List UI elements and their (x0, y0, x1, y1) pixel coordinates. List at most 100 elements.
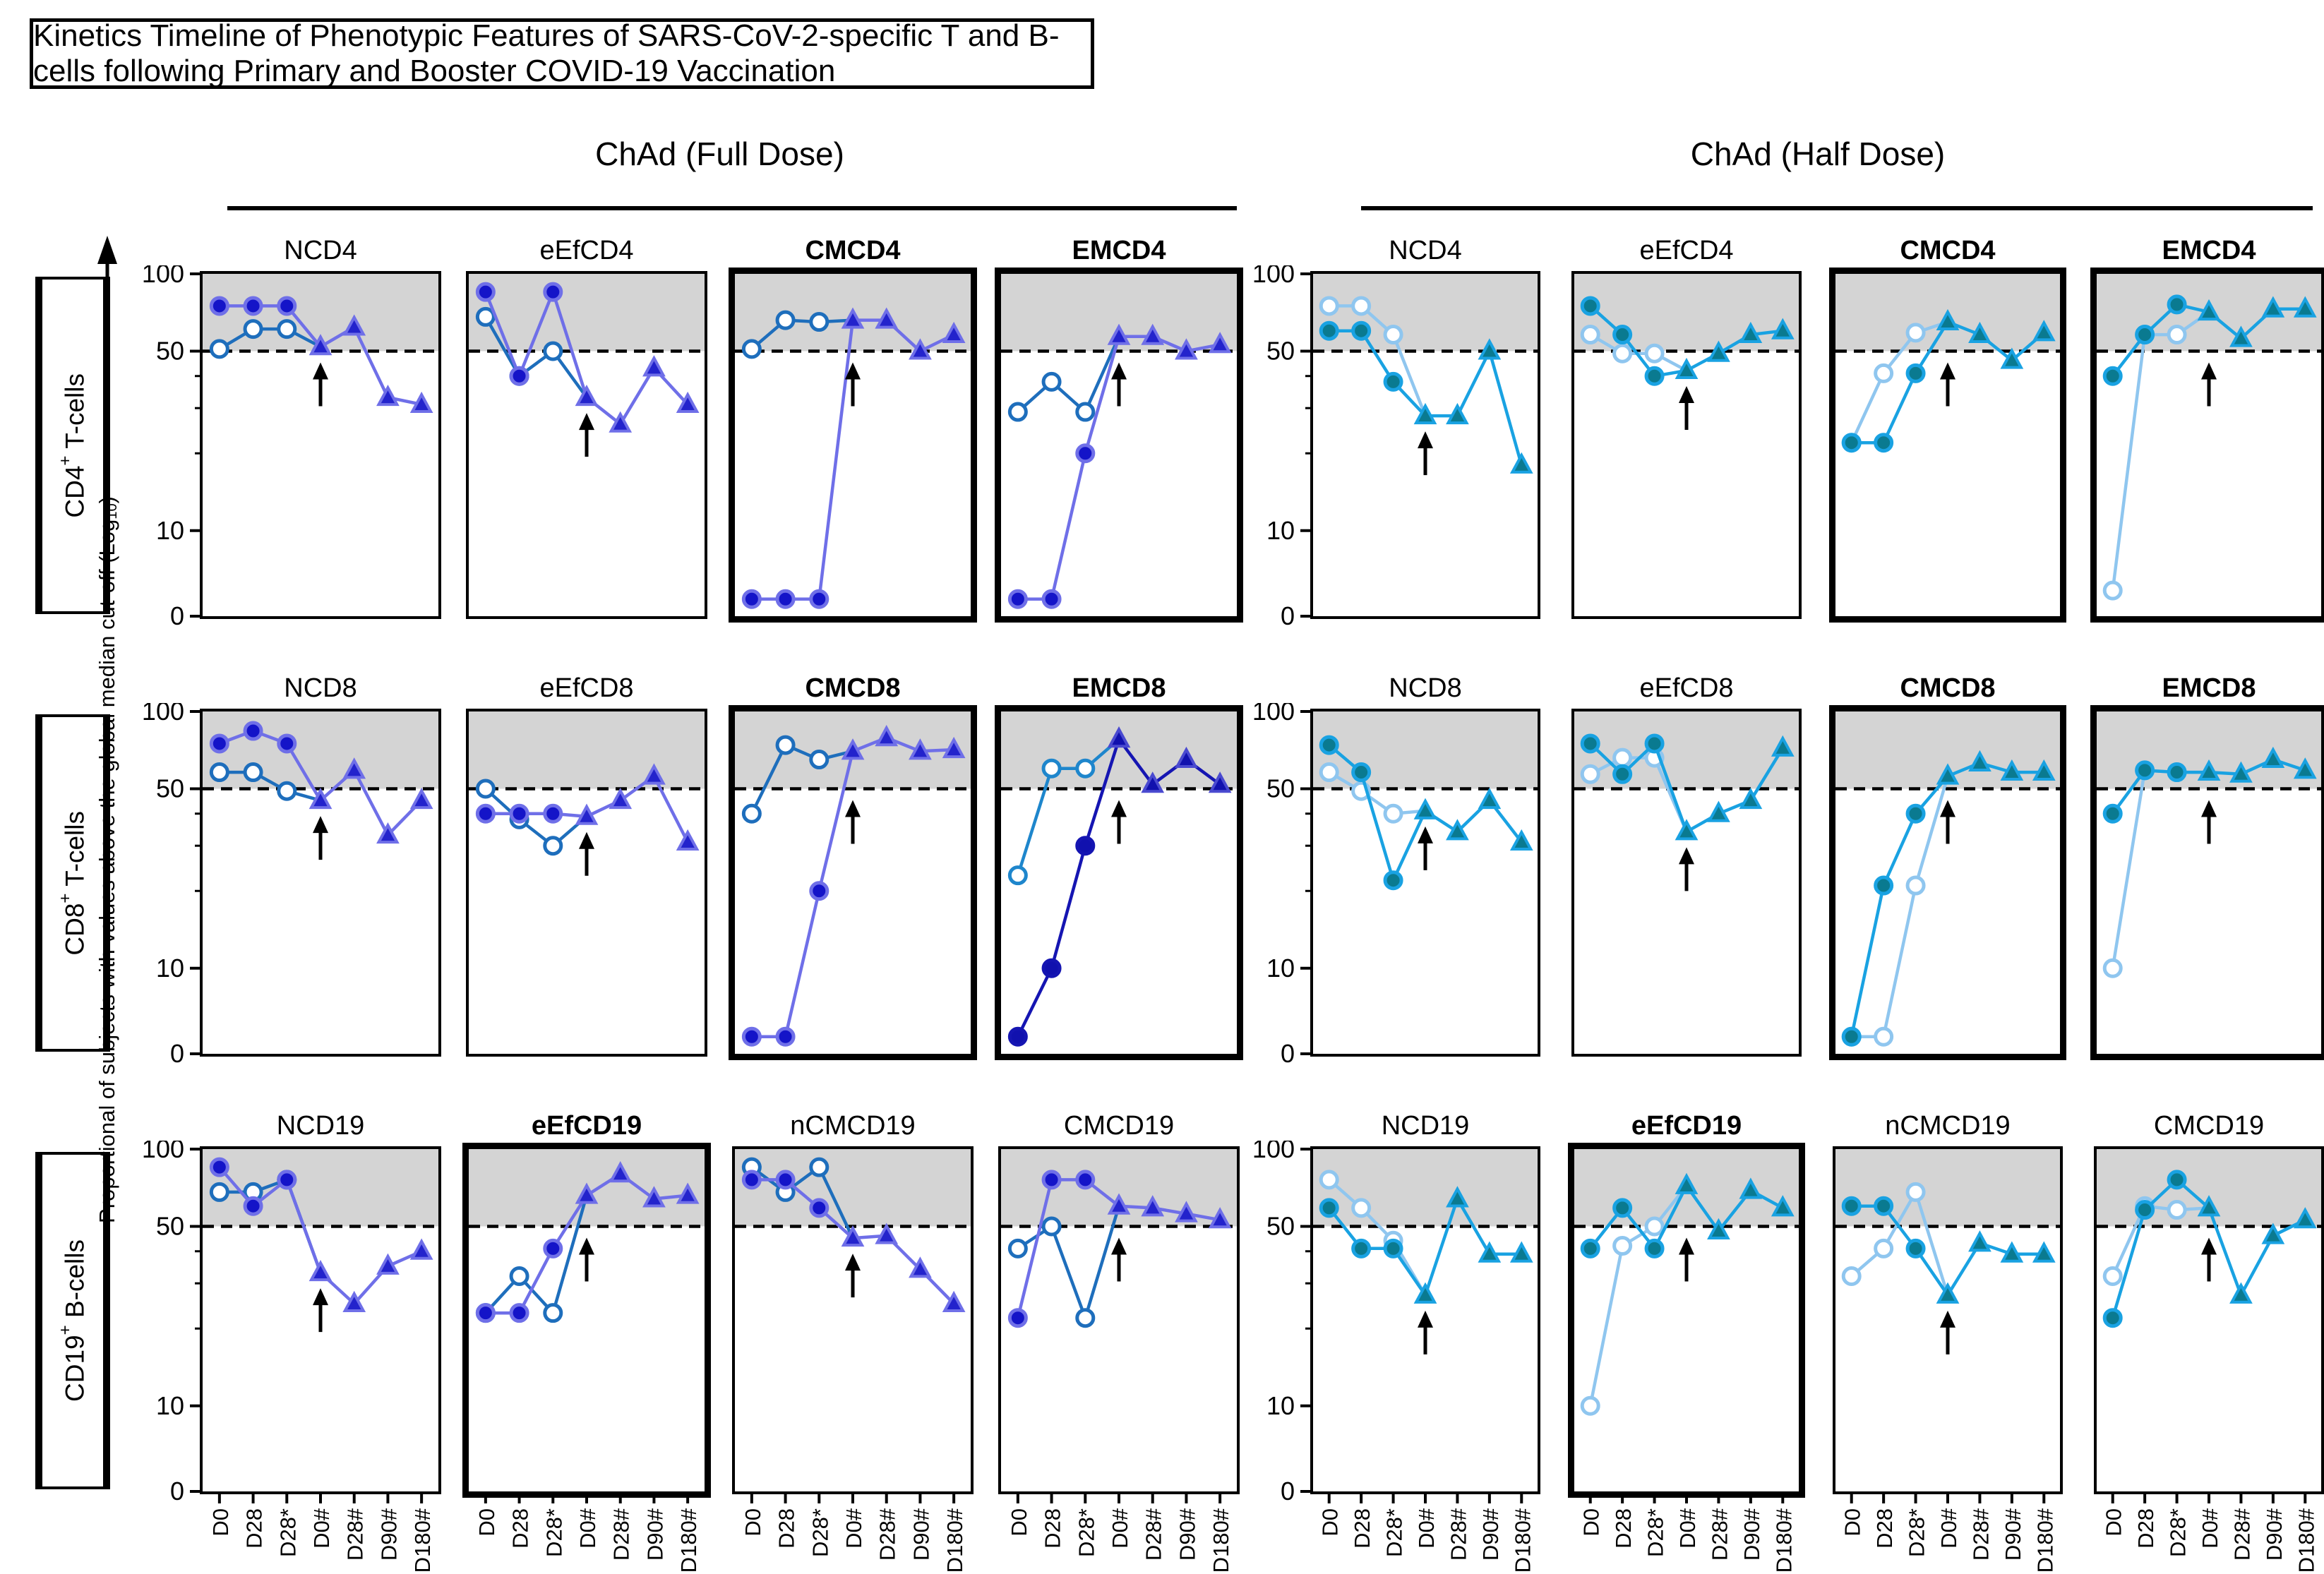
data-point-open (1041, 371, 1062, 392)
subplot-canvas-half-NCD4 (1313, 274, 1538, 476)
data-point-triangle (1739, 1177, 1763, 1199)
data-point-triangle (909, 738, 932, 760)
y-tick-label: 100 (1252, 265, 1295, 288)
subplot-title-half-EMCD8: EMCD8 (2162, 673, 2256, 703)
booster-arrow-icon (1940, 1310, 1955, 1354)
x-tick-label: D28# (343, 1508, 368, 1561)
booster-arrow-icon (579, 831, 594, 876)
subplot-title-half-CMCD8: CMCD8 (1900, 673, 1996, 703)
subplot-canvas-full-eEfCD4 (469, 274, 705, 457)
subplot-canvas-full-CMCD19 (1001, 1149, 1237, 1328)
subplot-title-full-NCD8: NCD8 (284, 673, 357, 703)
subplot-canvas-full-EMCD8 (1001, 711, 1237, 1047)
series-filled-circles (475, 282, 589, 398)
data-point-triangle (1675, 819, 1699, 841)
data-point-open (1041, 1216, 1062, 1237)
data-point-filled (1612, 325, 1633, 345)
subplot-title-full-eEfCD4: eEfCD4 (539, 236, 634, 265)
data-point-open (775, 310, 796, 330)
subplot-title-half-NCD19: NCD19 (1381, 1111, 1470, 1141)
series-triangles (309, 1238, 433, 1312)
data-point-filled (1612, 764, 1633, 784)
series-triangles (1413, 1186, 1533, 1304)
data-point-filled (277, 296, 297, 316)
subplot-half-CMCD4 (1829, 268, 2066, 623)
x-tick-label: D0# (309, 1508, 334, 1549)
data-point-triangle (1413, 402, 1437, 425)
series-filled-circles (475, 1194, 588, 1323)
data-point-triangle (575, 384, 599, 407)
data-point-triangle (1968, 750, 1991, 771)
subplot-title-half-NCD8: NCD8 (1389, 673, 1462, 703)
subplot-title-half-EMCD4: EMCD4 (2162, 236, 2256, 265)
booster-arrow-icon (845, 1254, 861, 1298)
subplot-title-half-eEfCD19: eEfCD19 (1631, 1111, 1742, 1141)
data-point-open (1874, 1026, 1894, 1047)
y-tick-label: 0 (1281, 1477, 1295, 1504)
data-point-triangle (1675, 357, 1699, 380)
series-filled-circles (1841, 320, 1949, 453)
y-tick-label: 100 (1252, 703, 1295, 726)
y-tick-label: 100 (1252, 1141, 1295, 1163)
x-tick-label: D28* (541, 1508, 566, 1557)
data-point-open (1612, 343, 1633, 364)
x-tick-label: D28 (242, 1508, 267, 1549)
data-point-open (1319, 762, 1339, 783)
series-open-circles (1841, 1182, 1950, 1296)
booster-arrow-icon (1111, 362, 1127, 407)
subplot-full-NCD19 (200, 1146, 441, 1494)
data-point-triangle (942, 1290, 966, 1312)
y-axis-title: Proportional of subjects with values abo… (95, 495, 121, 1223)
subplot-full-NCD4 (200, 271, 441, 619)
data-point-filled (243, 1196, 263, 1216)
data-point-triangle (2293, 757, 2317, 779)
x-tick-label: D90# (1739, 1508, 1764, 1561)
data-point-triangle (1478, 338, 1502, 360)
data-point-triangle (2261, 296, 2285, 318)
data-point-triangle (309, 787, 333, 810)
data-point-open (809, 312, 829, 332)
data-point-triangle (2197, 1195, 2221, 1217)
data-point-filled (1580, 733, 1600, 754)
x-tick-label: D28# (1707, 1508, 1732, 1561)
data-point-triangle (1107, 323, 1131, 345)
data-point-open (1612, 747, 1633, 768)
subplot-canvas-half-EMCD8 (2097, 711, 2321, 978)
series-open-circles (1319, 296, 1427, 416)
x-tick-label: D0# (841, 1508, 866, 1549)
data-point-open (775, 735, 796, 755)
series-filled-circles (209, 721, 322, 802)
data-point-triangle (1771, 735, 1795, 757)
data-point-filled (2102, 366, 2123, 386)
y-tick-label: 10 (156, 1391, 184, 1420)
subplot-full-NCD8 (200, 709, 441, 1057)
y-tick-label: 10 (156, 516, 184, 545)
series-triangles (575, 763, 700, 851)
data-point-open (1580, 325, 1600, 345)
x-axis-full-col3: D0 D28 D28* D0# D28# D90# D180# (1007, 1493, 1233, 1572)
data-point-triangle (1509, 452, 1533, 474)
subplot-canvas-half-eEfCD8 (1574, 711, 1799, 891)
y-tick-label: 10 (156, 954, 184, 983)
data-point-triangle (1446, 402, 1469, 425)
x-tick-label: D0 (474, 1508, 499, 1537)
data-point-open (1905, 323, 1926, 343)
data-point-open (809, 750, 829, 770)
y-tick-label: 100 (142, 265, 184, 288)
series-filled-circles (1841, 775, 1949, 1047)
data-point-triangle (342, 1290, 366, 1312)
data-point-filled (809, 881, 829, 901)
booster-arrow-icon (845, 362, 861, 407)
booster-arrow-icon (313, 816, 328, 860)
x-tick-label: D28 (508, 1508, 533, 1549)
data-point-open (1041, 758, 1062, 779)
series-triangles (1107, 726, 1232, 793)
x-tick-label: D28# (1142, 1508, 1166, 1561)
series-filled-circles (1319, 735, 1427, 891)
data-point-triangle (1208, 771, 1232, 793)
x-tick-label: D28# (2229, 1508, 2254, 1561)
data-point-open (1351, 296, 1372, 316)
series-triangles (1675, 1172, 1795, 1239)
data-point-triangle (609, 787, 633, 810)
